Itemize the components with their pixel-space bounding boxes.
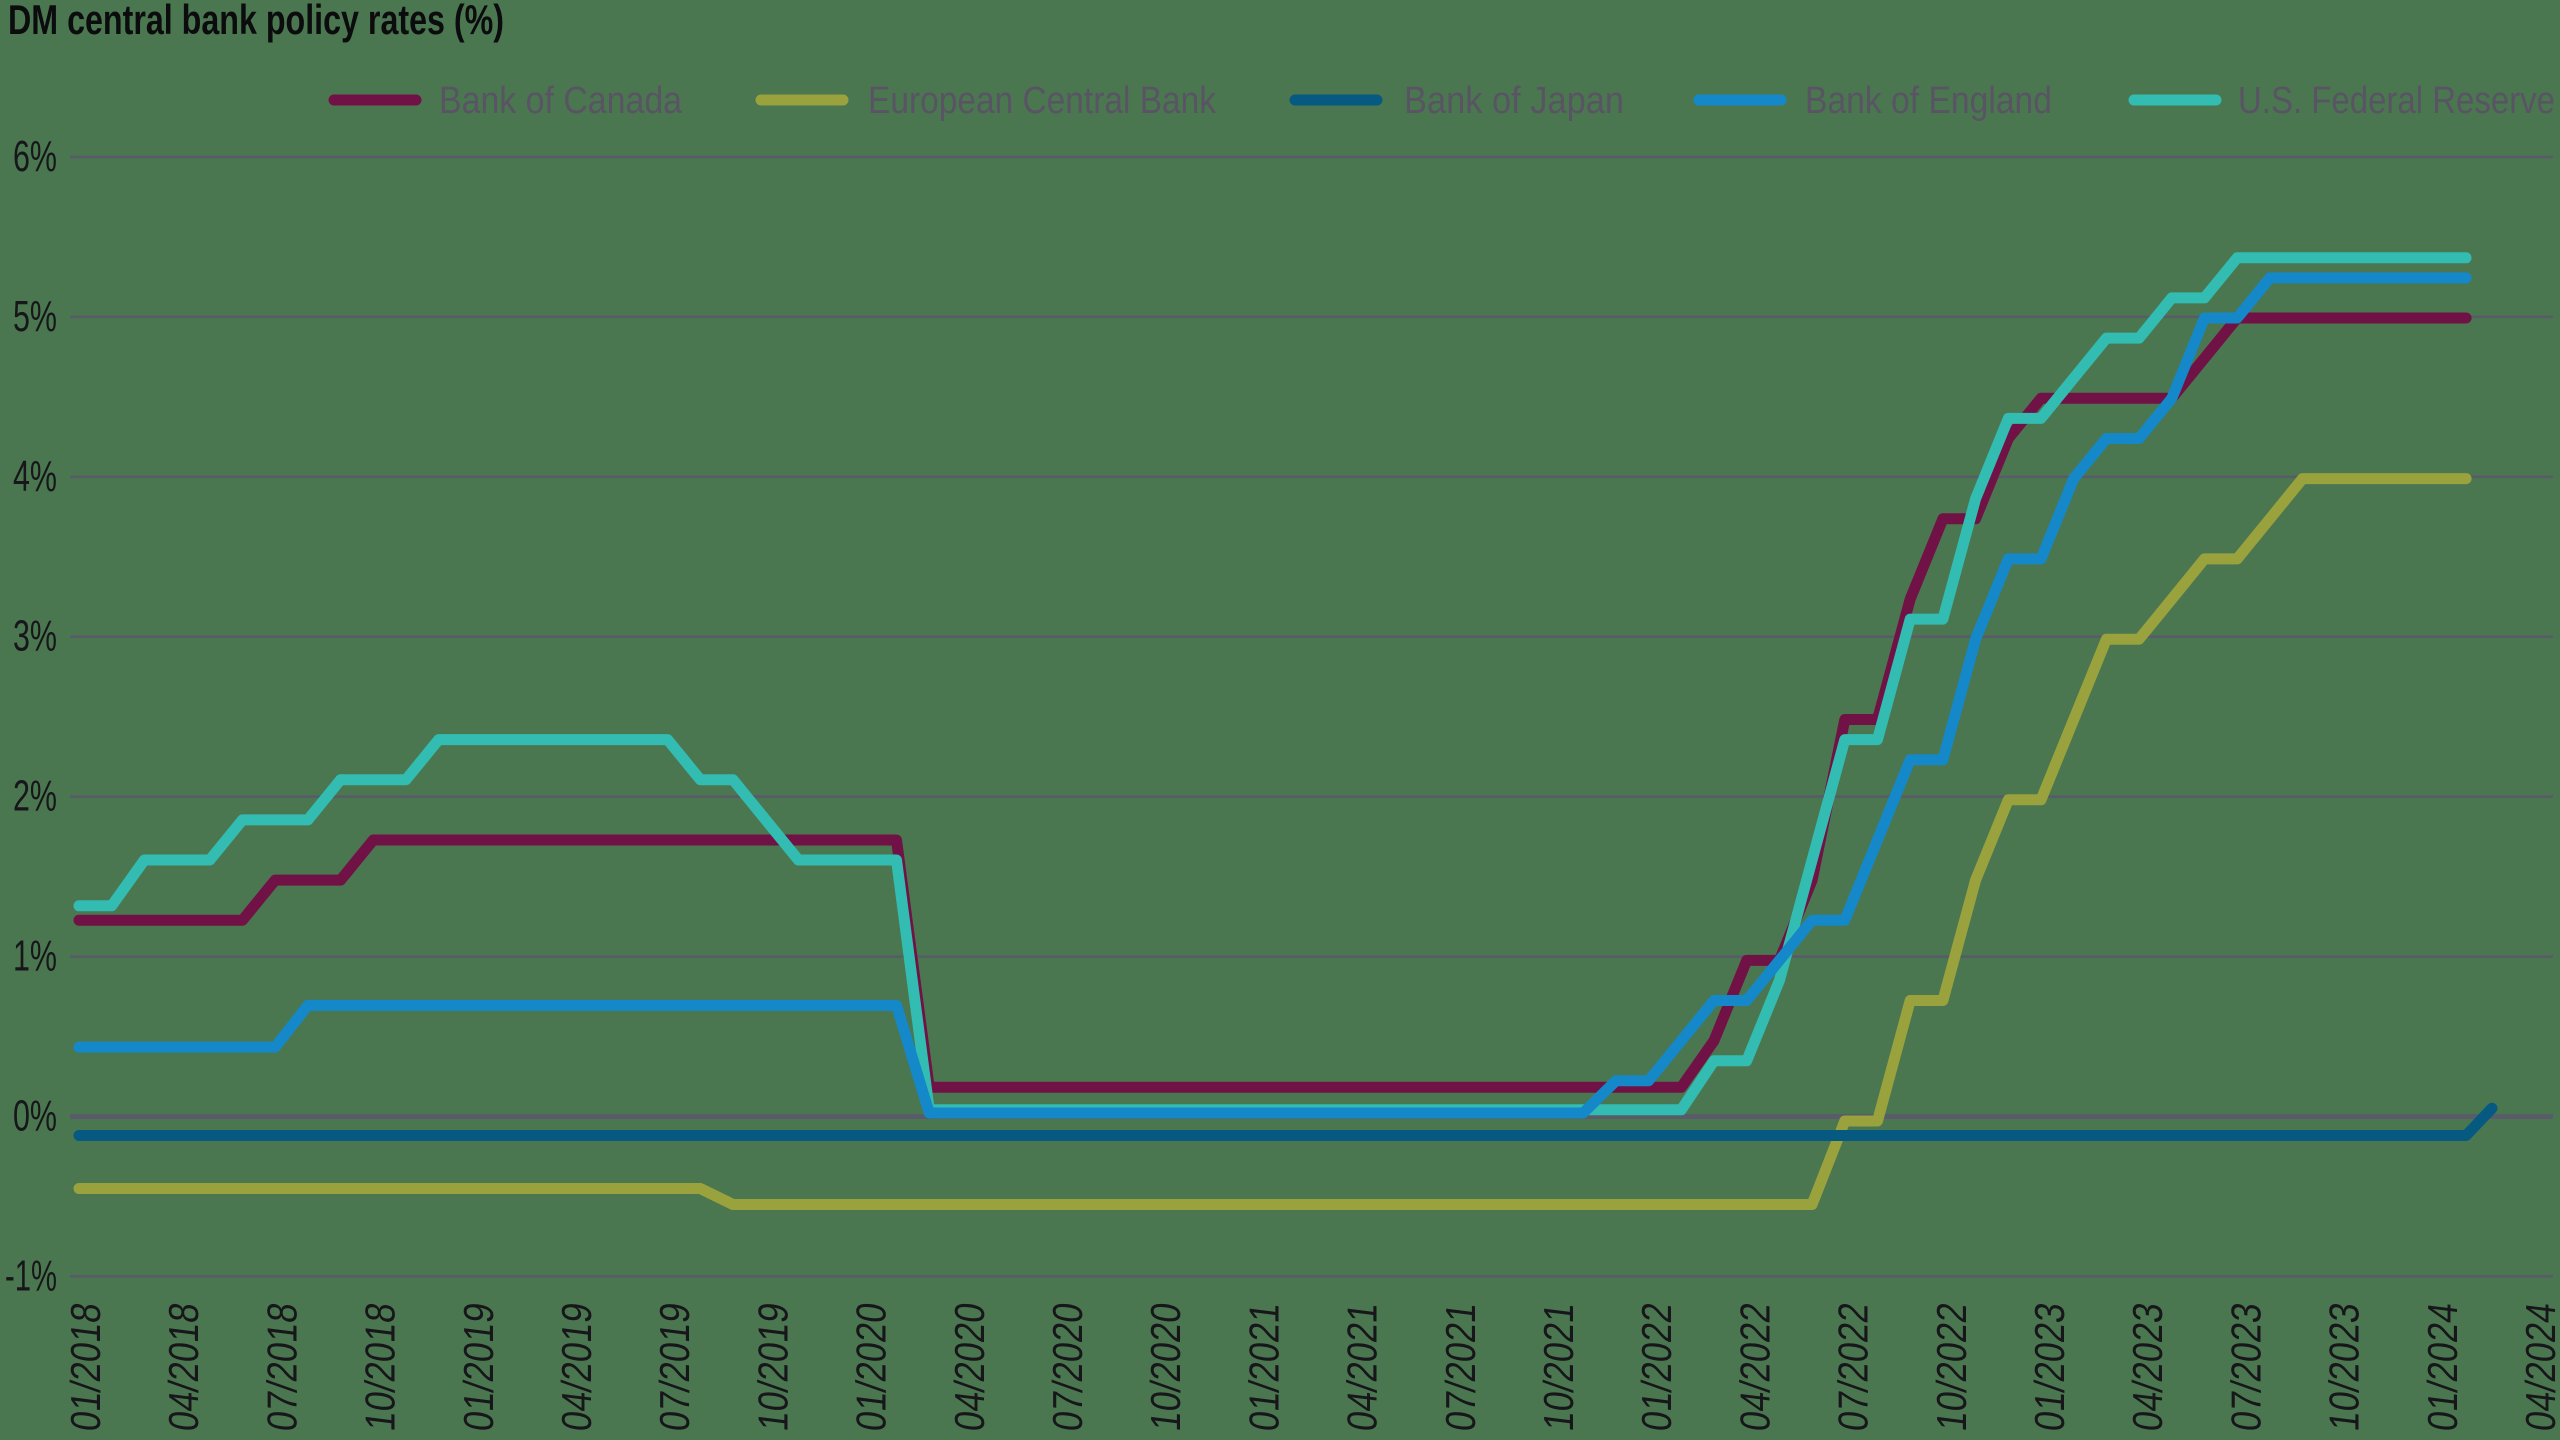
svg-text:01/2018: 01/2018 xyxy=(62,1300,109,1434)
svg-text:10/2023: 10/2023 xyxy=(2321,1300,2368,1434)
svg-text:01/2024: 01/2024 xyxy=(2419,1300,2466,1434)
svg-text:01/2021: 01/2021 xyxy=(1241,1300,1288,1434)
svg-text:07/2020: 07/2020 xyxy=(1044,1300,1091,1434)
svg-text:0%: 0% xyxy=(13,1092,57,1141)
svg-text:04/2021: 04/2021 xyxy=(1339,1300,1386,1434)
svg-text:10/2020: 10/2020 xyxy=(1142,1300,1189,1434)
svg-text:07/2018: 07/2018 xyxy=(259,1300,306,1434)
svg-text:3%: 3% xyxy=(13,612,57,661)
svg-text:04/2022: 04/2022 xyxy=(1732,1300,1779,1434)
svg-text:5%: 5% xyxy=(13,292,57,341)
svg-text:1%: 1% xyxy=(13,932,57,981)
svg-text:10/2022: 10/2022 xyxy=(1928,1300,1975,1434)
svg-text:U.S. Federal Reserve: U.S. Federal Reserve xyxy=(2238,80,2555,122)
svg-text:04/2019: 04/2019 xyxy=(553,1300,600,1434)
svg-text:07/2019: 07/2019 xyxy=(651,1300,698,1434)
svg-text:01/2019: 01/2019 xyxy=(455,1300,502,1434)
svg-text:6%: 6% xyxy=(13,132,57,181)
svg-text:04/2023: 04/2023 xyxy=(2124,1300,2171,1434)
svg-text:04/2020: 04/2020 xyxy=(946,1300,993,1434)
svg-text:01/2022: 01/2022 xyxy=(1633,1300,1680,1434)
svg-text:07/2022: 07/2022 xyxy=(1830,1300,1877,1434)
svg-text:01/2020: 01/2020 xyxy=(848,1300,895,1434)
svg-text:10/2021: 10/2021 xyxy=(1535,1300,1582,1434)
svg-text:10/2019: 10/2019 xyxy=(750,1300,797,1434)
svg-text:4%: 4% xyxy=(13,452,57,501)
svg-text:DM central bank policy rates (: DM central bank policy rates (%) xyxy=(8,0,504,43)
svg-text:-1%: -1% xyxy=(5,1251,57,1300)
svg-text:2%: 2% xyxy=(13,772,57,821)
svg-text:Bank of England: Bank of England xyxy=(1805,80,2052,122)
svg-text:European Central Bank: European Central Bank xyxy=(868,80,1217,122)
svg-text:Bank of Canada: Bank of Canada xyxy=(439,80,683,122)
svg-text:04/2024: 04/2024 xyxy=(2517,1300,2560,1434)
svg-text:01/2023: 01/2023 xyxy=(2026,1300,2073,1434)
svg-text:Bank of Japan: Bank of Japan xyxy=(1404,80,1624,122)
svg-text:04/2018: 04/2018 xyxy=(160,1300,207,1434)
svg-text:07/2021: 07/2021 xyxy=(1437,1300,1484,1434)
svg-text:10/2018: 10/2018 xyxy=(357,1300,404,1434)
svg-text:07/2023: 07/2023 xyxy=(2223,1300,2270,1434)
